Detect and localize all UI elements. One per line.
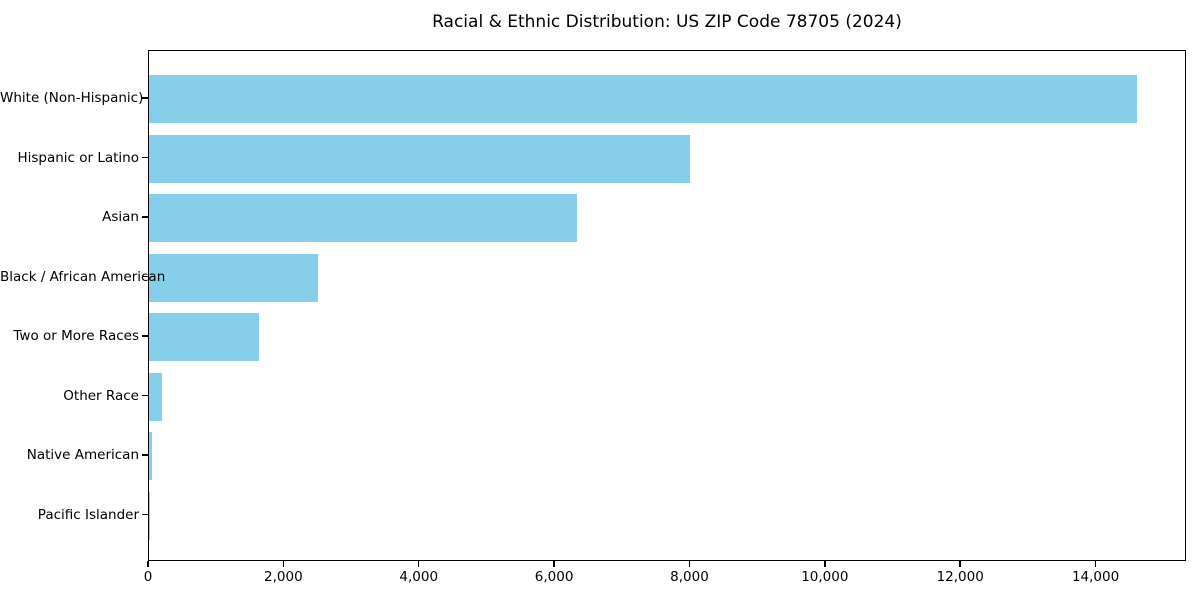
y-tick-label: Hispanic or Latino: [17, 149, 139, 166]
x-tick-mark: [417, 561, 420, 567]
plot-area: [148, 50, 1186, 561]
y-tick-mark: [142, 275, 148, 278]
bar-pacific-islander: [149, 491, 150, 540]
x-tick-mark: [688, 561, 691, 567]
bar-black-african-american: [149, 253, 319, 302]
x-tick-label: 0: [143, 569, 153, 585]
x-tick-mark: [147, 561, 149, 567]
y-tick-label: Pacific Islander: [37, 506, 139, 523]
y-tick-mark: [142, 97, 148, 99]
y-tick-label: Other Race: [63, 387, 139, 404]
bar-native-american: [149, 432, 152, 480]
y-tick-mark: [142, 216, 148, 218]
x-tick-mark: [959, 561, 961, 567]
bar-other-race: [149, 372, 162, 421]
bar-two-or-more-races: [149, 313, 259, 361]
bar-hispanic-or-latino: [149, 134, 691, 183]
x-tick-mark: [824, 561, 826, 567]
chart-title: Racial & Ethnic Distribution: US ZIP Cod…: [432, 12, 902, 32]
x-tick-label: 14,000: [1071, 569, 1120, 585]
y-tick-mark: [142, 156, 148, 159]
y-tick-label: White (Non-Hispanic): [0, 90, 144, 106]
y-tick-label: Native American: [26, 447, 139, 463]
x-tick-label: 10,000: [801, 569, 849, 585]
x-tick-label: 6,000: [534, 569, 574, 585]
x-tick-mark: [553, 561, 555, 567]
y-tick-mark: [142, 513, 148, 516]
y-tick-label: Asian: [102, 209, 139, 225]
y-tick-label: Black / African American: [0, 268, 166, 285]
y-tick-mark: [142, 394, 148, 397]
x-tick-label: 8,000: [670, 569, 709, 585]
y-tick-mark: [142, 454, 148, 456]
x-tick-label: 12,000: [936, 569, 984, 585]
bar-white-non-hispanic: [149, 75, 1138, 123]
y-tick-label: Two or More Races: [13, 328, 139, 344]
x-tick-label: 2,000: [264, 569, 303, 585]
x-tick-mark: [1094, 561, 1097, 567]
x-tick-label: 4,000: [399, 569, 439, 585]
x-tick-mark: [282, 561, 285, 567]
y-tick-mark: [142, 335, 148, 337]
bar-asian: [149, 194, 577, 242]
